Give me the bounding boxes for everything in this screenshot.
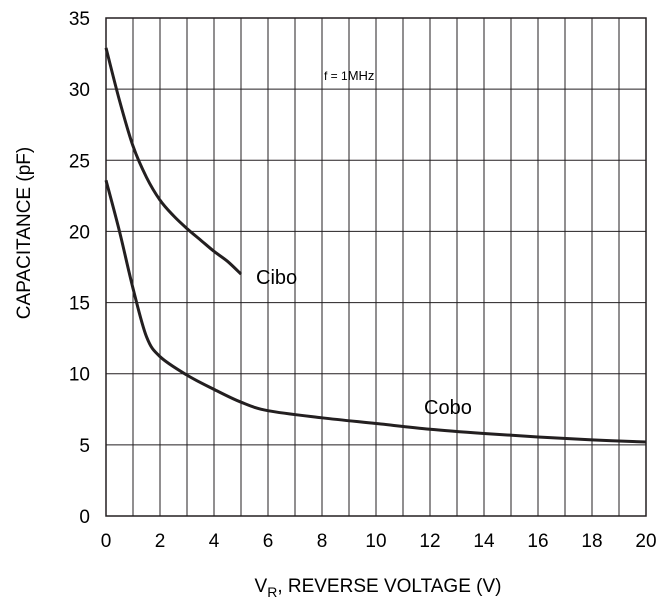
- x-tick-label: 18: [581, 531, 602, 552]
- y-tick-label: 10: [69, 365, 90, 386]
- x-tick-label: 6: [263, 531, 274, 552]
- x-tick-labels: 0 2 4 6 8 10 12 14 16 18 20: [101, 531, 657, 552]
- x-tick-label: 14: [473, 531, 495, 552]
- y-tick-label: 5: [79, 436, 90, 457]
- y-axis-label: CAPACITANCE (pF): [14, 147, 35, 319]
- annotation-frequency: f = 1MHz: [324, 68, 374, 83]
- curves: [104, 47, 647, 444]
- y-tick-label: 0: [79, 507, 90, 528]
- y-tick-label: 35: [69, 9, 90, 30]
- x-tick-label: 0: [101, 531, 112, 552]
- y-tick-label: 25: [69, 151, 90, 172]
- x-tick-label: 2: [155, 531, 166, 552]
- series-label-cobo: Cobo: [424, 397, 472, 419]
- y-tick-label: 15: [69, 294, 90, 315]
- grid: [106, 18, 646, 516]
- y-tick-labels: 0 5 10 15 20 25 30 35: [69, 9, 90, 528]
- x-axis-label: VR, REVERSE VOLTAGE (V): [255, 576, 502, 600]
- x-tick-label: 10: [365, 531, 386, 552]
- series-label-cibo: Cibo: [256, 267, 297, 289]
- plot-frame: [105, 17, 647, 517]
- series-line-cibo: [104, 47, 243, 276]
- series-line-cobo: [104, 179, 647, 444]
- x-tick-label: 12: [419, 531, 440, 552]
- x-tick-label: 4: [209, 531, 220, 552]
- x-tick-label: 16: [527, 531, 548, 552]
- x-tick-label: 20: [635, 531, 656, 552]
- x-tick-label: 8: [317, 531, 328, 552]
- y-tick-label: 30: [69, 80, 90, 101]
- y-tick-label: 20: [69, 222, 90, 243]
